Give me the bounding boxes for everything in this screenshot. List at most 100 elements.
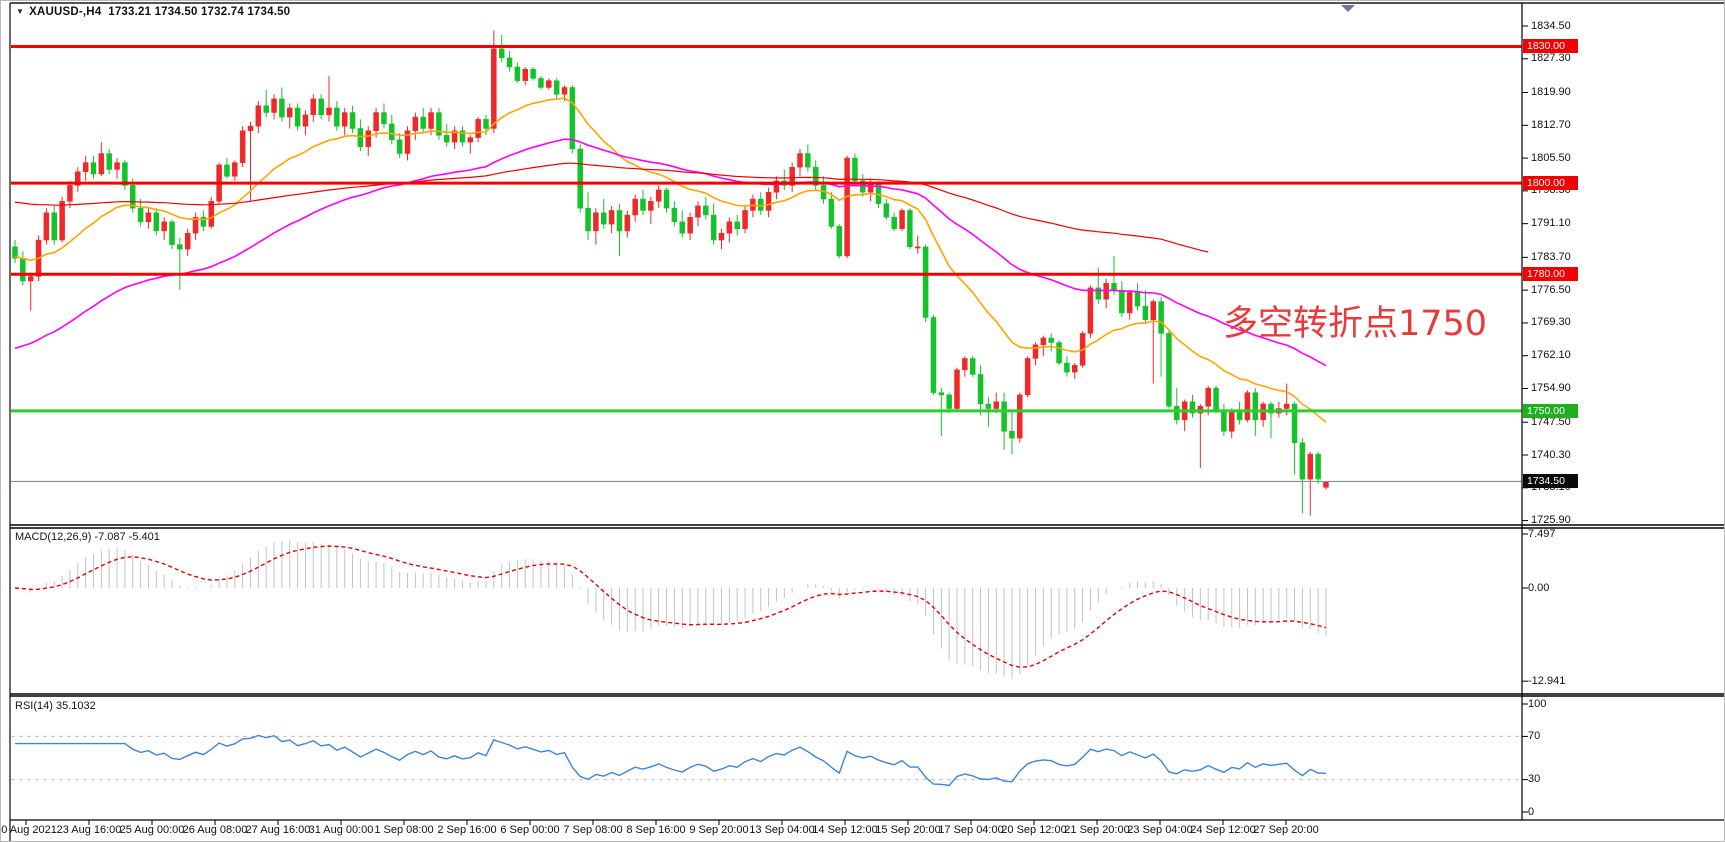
candle [232, 162, 238, 177]
time-axis-label[interactable]: 20 Sep 12:00 [1001, 824, 1067, 836]
time-axis-label[interactable]: 31 Aug 00:00 [308, 824, 374, 836]
time-axis-label[interactable]: 27 Aug 16:00 [245, 824, 311, 836]
candle [75, 171, 81, 186]
time-axis-label[interactable]: 25 Aug 00:00 [119, 824, 185, 836]
price-tick-label[interactable]: 1754.90 [1531, 382, 1571, 394]
candle [310, 98, 317, 116]
time-axis-label[interactable]: 27 Sep 20:00 [1253, 824, 1319, 836]
candle [161, 221, 167, 232]
time-axis-label[interactable]: 24 Sep 12:00 [1190, 824, 1256, 836]
candle [703, 205, 709, 216]
time-axis-label[interactable]: 7 Sep 08:00 [563, 824, 623, 836]
candle [459, 130, 466, 143]
candle [718, 232, 725, 241]
rsi-pane[interactable] [11, 734, 1522, 787]
candle [1111, 283, 1117, 291]
symbol-timeframe: XAUUSD-,H4 [29, 6, 102, 18]
chart-shift-marker-icon[interactable] [1341, 5, 1355, 12]
time-axis-label[interactable]: 26 Aug 08:00 [182, 824, 248, 836]
price-tick-label[interactable]: 1776.50 [1531, 283, 1571, 296]
price-tick-label[interactable]: 1805.50 [1531, 151, 1571, 164]
time-axis-label[interactable]: 1 Sep 08:00 [374, 824, 434, 836]
price-tick-label[interactable]: 1783.70 [1531, 250, 1571, 263]
candle [318, 98, 324, 116]
price-tick-label[interactable]: 1827.30 [1531, 52, 1571, 65]
time-axis-label[interactable]: 20 Aug 2021 [0, 824, 57, 836]
time-axis-label[interactable]: 2 Sep 16:00 [437, 824, 497, 836]
candle [51, 212, 57, 241]
candle [271, 98, 277, 113]
candle [467, 137, 474, 143]
candle [1040, 337, 1047, 346]
candle [608, 210, 615, 225]
candle [624, 214, 631, 232]
price-tick-label[interactable]: 1791.10 [1531, 217, 1571, 230]
candle [812, 166, 819, 186]
price-tick-label[interactable]: 1747.50 [1531, 415, 1571, 428]
time-axis-label[interactable]: 9 Sep 20:00 [689, 824, 749, 836]
candle [1189, 401, 1196, 414]
candle [27, 276, 34, 282]
candle [239, 130, 246, 163]
candle [106, 153, 112, 170]
candle [444, 135, 450, 143]
price-tick-label[interactable]: 1819.90 [1531, 85, 1571, 98]
price-tick-label[interactable]: 1740.30 [1531, 448, 1571, 461]
time-axis-label[interactable]: 21 Sep 20:00 [1064, 824, 1130, 836]
time-axis-label[interactable]: 8 Sep 16:00 [626, 824, 686, 836]
candle [538, 78, 544, 88]
candle [922, 246, 929, 318]
candle [569, 87, 576, 150]
candle [907, 210, 913, 248]
candle [734, 221, 740, 229]
time-axis-label[interactable]: 23 Sep 04:00 [1127, 824, 1193, 836]
candle [90, 162, 97, 175]
candle [1244, 392, 1251, 421]
price-tick-label[interactable]: 1762.10 [1531, 349, 1571, 362]
rsi-indicator-label: RSI(14) 35.1032 [15, 700, 96, 712]
price-tick-label[interactable]: 1725.90 [1531, 514, 1571, 527]
candle [428, 112, 434, 129]
candle [1315, 453, 1321, 480]
price-tick-label[interactable]: 1834.50 [1531, 19, 1571, 32]
candle [224, 164, 230, 177]
candle [938, 392, 945, 396]
candle [773, 180, 780, 193]
symbol-dropdown-icon[interactable]: ▼ [16, 7, 25, 16]
time-axis-label[interactable]: 15 Sep 20:00 [875, 824, 941, 836]
candle [797, 153, 803, 168]
candle [20, 258, 26, 282]
candle [601, 212, 607, 225]
annotation-text[interactable]: 多空转折点1750 [1223, 304, 1488, 344]
price-tick-label[interactable]: 1812.70 [1531, 118, 1571, 131]
time-axis-label[interactable]: 23 Aug 16:00 [56, 824, 122, 836]
candle [404, 130, 411, 154]
time-axis-label[interactable]: 13 Sep 04:00 [749, 824, 815, 836]
candle [679, 221, 685, 234]
price-badge-1800.00: 1800.00 [1523, 176, 1578, 191]
candle [648, 201, 654, 211]
macd-scale-label: 0.00 [1528, 581, 1550, 594]
candle [1048, 337, 1054, 343]
candle [247, 125, 254, 131]
candle [1213, 387, 1219, 412]
candle [561, 87, 568, 95]
price-tick-label[interactable]: 1769.30 [1531, 316, 1571, 329]
candle [946, 394, 952, 409]
candle [891, 217, 897, 229]
time-axis-label[interactable]: 17 Sep 04:00 [938, 824, 1004, 836]
time-axis-label[interactable]: 6 Sep 00:00 [500, 824, 560, 836]
candle [349, 112, 356, 129]
candle [294, 107, 301, 127]
candle [969, 358, 976, 375]
candle [1307, 453, 1313, 480]
price-pane[interactable] [11, 30, 1522, 516]
candle [1103, 283, 1109, 300]
candle [12, 246, 18, 259]
candle [302, 114, 309, 127]
macd-signal-line [14, 545, 1327, 668]
time-axis-label[interactable]: 14 Sep 12:00 [812, 824, 878, 836]
macd-pane[interactable] [14, 540, 1327, 680]
candle [962, 358, 968, 371]
